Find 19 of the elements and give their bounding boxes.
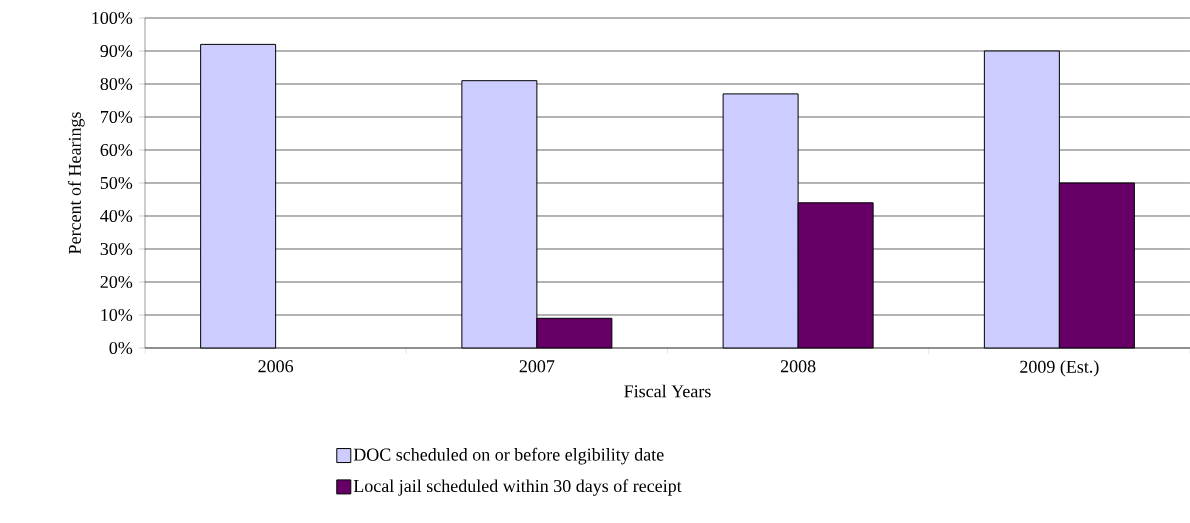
x-tick-label: 2009 (Est.) (1020, 360, 1099, 377)
y-tick-label: 80% (100, 77, 133, 91)
y-tick-label: 20% (100, 275, 133, 289)
y-tick-label: 30% (100, 242, 133, 256)
y-tick-label: 0% (109, 341, 133, 355)
legend-label: DOC scheduled on or before elgibility date (353, 447, 664, 465)
legend-label: Local jail scheduled within 30 days of receipt (353, 479, 682, 496)
y-axis-title: Percent of Hearings (68, 112, 85, 254)
y-tick-label: 40% (100, 209, 133, 223)
y-tick-label: 90% (100, 44, 133, 58)
x-tick-label: 2007 (519, 360, 555, 373)
y-tick-label: 60% (100, 143, 133, 157)
y-tick-label: 100% (92, 11, 133, 25)
x-tick-label: 2006 (258, 360, 294, 373)
x-axis-title: Fiscal Years (624, 384, 711, 398)
y-tick-label: 10% (101, 308, 133, 322)
y-tick-label: 70% (101, 110, 133, 124)
x-tick-label: 2008 (780, 360, 816, 373)
y-tick-label: 50% (100, 176, 133, 190)
